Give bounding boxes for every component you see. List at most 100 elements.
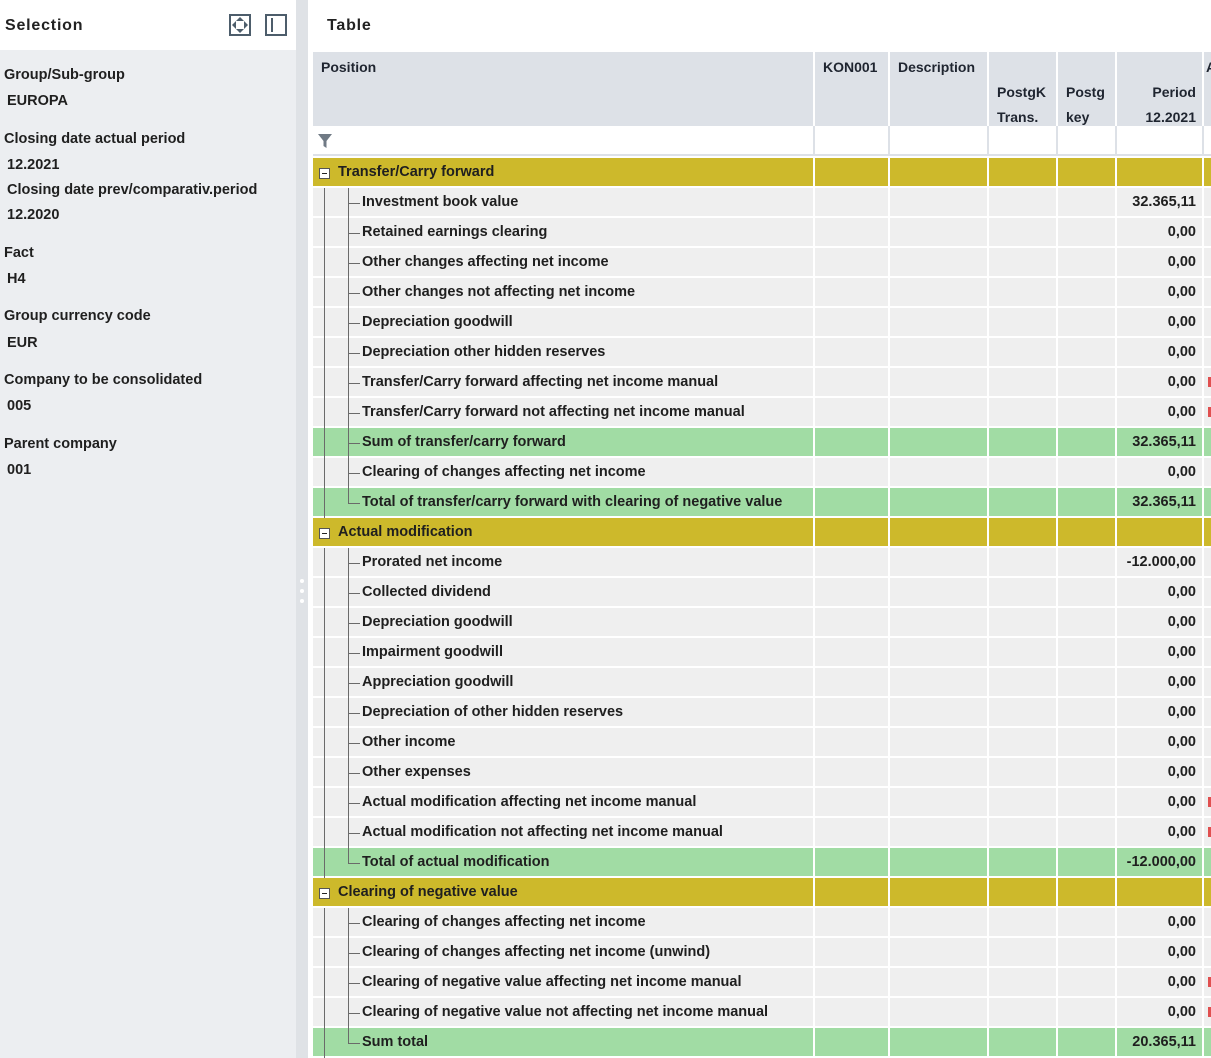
cell-kon001[interactable] — [815, 428, 890, 458]
table-row[interactable]: Appreciation goodwill 0,00 — [313, 668, 1211, 698]
cell-postgk[interactable] — [989, 158, 1058, 188]
cell-extra[interactable] — [1204, 428, 1211, 458]
cell-extra[interactable] — [1204, 548, 1211, 578]
column-header-kon001[interactable]: KON001 — [815, 52, 890, 126]
cell-description[interactable] — [890, 548, 989, 578]
cell-kon001[interactable] — [815, 728, 890, 758]
cell-extra[interactable] — [1204, 878, 1211, 908]
cell-postg-key[interactable] — [1058, 608, 1117, 638]
cell-extra[interactable] — [1204, 308, 1211, 338]
cell-postg-key[interactable] — [1058, 788, 1117, 818]
cell-extra[interactable] — [1204, 818, 1211, 848]
cell-position[interactable]: Other changes affecting net income — [313, 248, 815, 278]
cell-postg-key[interactable] — [1058, 218, 1117, 248]
cell-position[interactable]: Actual modification not affecting net in… — [313, 818, 815, 848]
cell-position[interactable]: Other expenses — [313, 758, 815, 788]
cell-postg-key[interactable] — [1058, 398, 1117, 428]
cell-position[interactable]: Other changes not affecting net income — [313, 278, 815, 308]
column-header-postgk[interactable]: PostgK Trans. Devel. — [989, 52, 1058, 150]
cell-position[interactable]: Sum total — [313, 1028, 815, 1058]
cell-description[interactable] — [890, 158, 989, 188]
cell-period[interactable]: 32.365,11 — [1117, 488, 1204, 518]
cell-description[interactable] — [890, 398, 989, 428]
cell-period[interactable]: -12.000,00 — [1117, 548, 1204, 578]
cell-kon001[interactable] — [815, 338, 890, 368]
cell-extra[interactable] — [1204, 638, 1211, 668]
table-row[interactable]: Transfer/Carry forward affecting net inc… — [313, 368, 1211, 398]
filter-cell-kon001[interactable] — [815, 126, 890, 156]
cell-extra[interactable] — [1204, 908, 1211, 938]
cell-postg-key[interactable] — [1058, 428, 1117, 458]
cell-period[interactable]: 0,00 — [1117, 368, 1204, 398]
cell-postg-key[interactable] — [1058, 968, 1117, 998]
filter-cell-position[interactable] — [313, 126, 815, 156]
collapse-icon[interactable] — [319, 888, 330, 899]
table-row[interactable]: Clearing of changes affecting net income… — [313, 938, 1211, 968]
cell-position[interactable]: Actual modification — [313, 518, 815, 548]
cell-description[interactable] — [890, 368, 989, 398]
cell-extra[interactable] — [1204, 998, 1211, 1028]
cell-period[interactable]: 0,00 — [1117, 638, 1204, 668]
cell-postgk[interactable] — [989, 518, 1058, 548]
panel-toggle-icon[interactable] — [265, 14, 287, 36]
cell-description[interactable] — [890, 758, 989, 788]
filter-cell-period[interactable] — [1117, 126, 1204, 156]
cell-position[interactable]: Clearing of negative value not affecting… — [313, 998, 815, 1028]
cell-postgk[interactable] — [989, 908, 1058, 938]
cell-postgk[interactable] — [989, 638, 1058, 668]
cell-description[interactable] — [890, 818, 989, 848]
cell-postgk[interactable] — [989, 668, 1058, 698]
cell-extra[interactable] — [1204, 848, 1211, 878]
cell-position[interactable]: Transfer/Carry forward — [313, 158, 815, 188]
cell-kon001[interactable] — [815, 218, 890, 248]
cell-position[interactable]: Impairment goodwill — [313, 638, 815, 668]
cell-postgk[interactable] — [989, 338, 1058, 368]
cell-description[interactable] — [890, 578, 989, 608]
cell-kon001[interactable] — [815, 518, 890, 548]
cell-extra[interactable] — [1204, 398, 1211, 428]
cell-extra[interactable] — [1204, 188, 1211, 218]
cell-period[interactable]: 20.365,11 — [1117, 1028, 1204, 1058]
table-row[interactable]: Prorated net income -12.000,00 — [313, 548, 1211, 578]
cell-description[interactable] — [890, 698, 989, 728]
sum-row[interactable]: Sum total 20.365,11 — [313, 1028, 1211, 1058]
cell-kon001[interactable] — [815, 188, 890, 218]
cell-kon001[interactable] — [815, 608, 890, 638]
cell-description[interactable] — [890, 488, 989, 518]
cell-period[interactable]: 0,00 — [1117, 728, 1204, 758]
cell-postgk[interactable] — [989, 218, 1058, 248]
cell-description[interactable] — [890, 518, 989, 548]
cell-kon001[interactable] — [815, 248, 890, 278]
cell-position[interactable]: Clearing of changes affecting net income — [313, 908, 815, 938]
cell-position[interactable]: Investment book value — [313, 188, 815, 218]
table-row[interactable]: Clearing of negative value affecting net… — [313, 968, 1211, 998]
cell-position[interactable]: Clearing of changes affecting net income — [313, 458, 815, 488]
cell-position[interactable]: Actual modification affecting net income… — [313, 788, 815, 818]
cell-postg-key[interactable] — [1058, 938, 1117, 968]
cell-postgk[interactable] — [989, 998, 1058, 1028]
cell-postg-key[interactable] — [1058, 308, 1117, 338]
cell-postg-key[interactable] — [1058, 278, 1117, 308]
cell-postgk[interactable] — [989, 578, 1058, 608]
cell-postg-key[interactable] — [1058, 728, 1117, 758]
cell-extra[interactable] — [1204, 158, 1211, 188]
panel-splitter[interactable] — [296, 0, 308, 1058]
cell-period[interactable]: 0,00 — [1117, 668, 1204, 698]
cell-period[interactable]: 0,00 — [1117, 278, 1204, 308]
cell-kon001[interactable] — [815, 968, 890, 998]
cell-postgk[interactable] — [989, 818, 1058, 848]
table-row[interactable]: Depreciation of other hidden reserves 0,0… — [313, 698, 1211, 728]
table-row[interactable]: Other changes not affecting net income 0,… — [313, 278, 1211, 308]
cell-postg-key[interactable] — [1058, 458, 1117, 488]
table-row[interactable]: Clearing of changes affecting net income… — [313, 908, 1211, 938]
cell-extra[interactable] — [1204, 758, 1211, 788]
cell-description[interactable] — [890, 788, 989, 818]
cell-position[interactable]: Depreciation other hidden reserves — [313, 338, 815, 368]
cell-period[interactable]: 0,00 — [1117, 338, 1204, 368]
cell-period[interactable]: 0,00 — [1117, 998, 1204, 1028]
filter-cell-extra[interactable] — [1204, 126, 1211, 156]
cell-postg-key[interactable] — [1058, 878, 1117, 908]
cell-postg-key[interactable] — [1058, 548, 1117, 578]
cell-postgk[interactable] — [989, 758, 1058, 788]
cell-extra[interactable] — [1204, 968, 1211, 998]
